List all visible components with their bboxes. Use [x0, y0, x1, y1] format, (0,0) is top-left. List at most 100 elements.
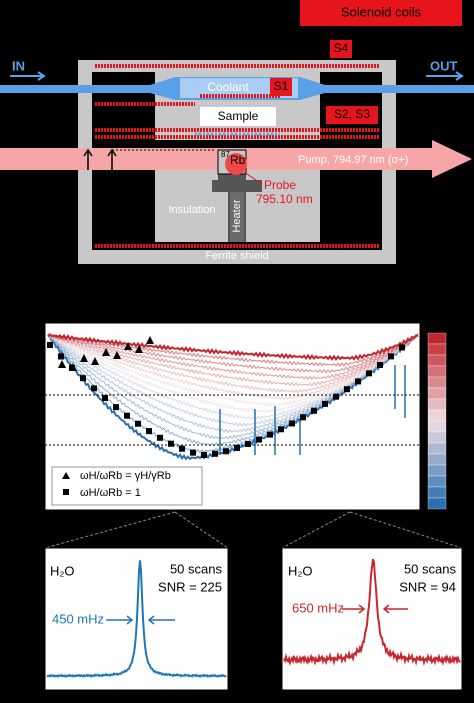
square-marker — [212, 450, 218, 457]
legend-entry: ωH/ωRb = γH/γRb — [80, 470, 171, 482]
solenoid-coils — [95, 64, 380, 248]
zoom-connector — [44, 511, 463, 549]
curve-group — [47, 332, 419, 461]
insulation-label: Insulation — [168, 204, 215, 216]
color-bar-cell — [427, 398, 447, 411]
color-bar-cell — [427, 343, 447, 356]
square-marker — [388, 353, 394, 360]
snr-label: SNR = 94 — [399, 579, 456, 594]
color-bar-cell — [427, 420, 447, 433]
probe-wavelength: 795.10 nm — [256, 192, 313, 206]
triangle-marker — [102, 348, 110, 356]
color-bar-cell — [427, 431, 447, 444]
square-marker — [366, 370, 372, 377]
coil-tag — [270, 78, 292, 96]
color-bar-cell — [427, 497, 447, 510]
curve — [47, 333, 419, 374]
molecule-label: H₂O — [50, 563, 75, 578]
coil-label: S2, S3 — [334, 107, 370, 121]
coolant-chamber — [180, 78, 298, 98]
linewidth-arrows — [342, 604, 408, 614]
spectrum-line — [46, 560, 227, 679]
square-marker — [157, 434, 163, 441]
legend-entry: ωH/ωRb = 1 — [80, 487, 141, 499]
square-marker — [278, 426, 284, 433]
triangle-marker — [58, 360, 66, 368]
square-marker — [102, 394, 108, 401]
curve — [47, 333, 419, 387]
square-marker — [113, 404, 119, 411]
heater-core — [230, 192, 244, 242]
legend-label: Solenoid coils — [341, 4, 422, 19]
square-marker — [311, 407, 317, 414]
color-bar-cell — [427, 387, 447, 400]
color-bar-cell — [427, 409, 447, 422]
square-marker — [256, 436, 262, 443]
curve — [47, 333, 419, 394]
color-bar — [427, 332, 447, 510]
rb-atom — [225, 153, 247, 175]
curve — [47, 334, 419, 461]
linewidth-label: 450 mHz — [52, 611, 104, 626]
isotope-mass: 87 — [221, 150, 230, 159]
color-bar-cell — [427, 332, 447, 345]
square-marker — [234, 444, 240, 451]
probe-pointer — [243, 171, 263, 185]
square-marker — [190, 449, 196, 456]
color-bar-cell — [427, 376, 447, 389]
color-bar-cell — [427, 486, 447, 499]
pump-label: Pump, 794.97 nm (σ+) — [298, 154, 408, 166]
inlet-label: IN — [12, 58, 25, 73]
square-marker — [267, 431, 273, 438]
curve — [47, 334, 419, 414]
square-marker — [300, 414, 306, 421]
curve — [47, 333, 419, 381]
triangle-marker — [146, 336, 154, 344]
square-marker — [47, 342, 53, 348]
triangle-marker — [124, 342, 132, 350]
color-bar-cell — [427, 354, 447, 367]
square-marker — [333, 393, 339, 400]
spectrum-line — [283, 558, 461, 667]
scans-label: 50 scans — [170, 561, 223, 576]
square-marker — [135, 420, 141, 427]
color-bar-cell — [427, 475, 447, 488]
color-bar-cell — [427, 442, 447, 455]
color-bar-cell — [427, 453, 447, 466]
plot-legend — [51, 466, 203, 506]
isotope-label: Rb — [230, 153, 246, 167]
color-bar-cell — [427, 464, 447, 477]
square-marker — [344, 386, 350, 393]
probe-arrows — [83, 148, 117, 170]
molecule-label: H₂O — [288, 563, 313, 578]
color-bar-cell — [427, 365, 447, 378]
linewidth-arrows — [106, 615, 175, 625]
outlet-arrow — [426, 71, 464, 81]
outlet-label: OUT — [430, 58, 458, 73]
scans-label: 50 scans — [404, 561, 457, 576]
snr-label: SNR = 225 — [158, 579, 222, 594]
curve — [47, 334, 419, 401]
square-marker — [322, 400, 328, 407]
coolant-label: Coolant — [207, 80, 249, 94]
probe-label: Probe — [264, 178, 296, 192]
square-marker — [245, 441, 251, 448]
triangle-marker — [135, 345, 143, 353]
square-marker — [58, 353, 64, 360]
square-marker — [80, 375, 86, 382]
sample-label: Sample — [218, 109, 259, 123]
triangle-marker — [69, 363, 77, 371]
legend-box — [300, 0, 462, 26]
triangle-marker — [80, 354, 88, 362]
square-marker — [377, 361, 383, 368]
square-marker — [168, 440, 174, 447]
legend-marker — [63, 489, 69, 495]
heater-label: Heater — [231, 199, 243, 232]
square-marker — [124, 412, 130, 419]
square-marker — [146, 428, 152, 435]
inlet-arrow — [10, 71, 46, 81]
shield-label: Ferrite shield — [205, 250, 269, 262]
plot-border — [44, 322, 421, 511]
square-marker — [355, 378, 361, 385]
